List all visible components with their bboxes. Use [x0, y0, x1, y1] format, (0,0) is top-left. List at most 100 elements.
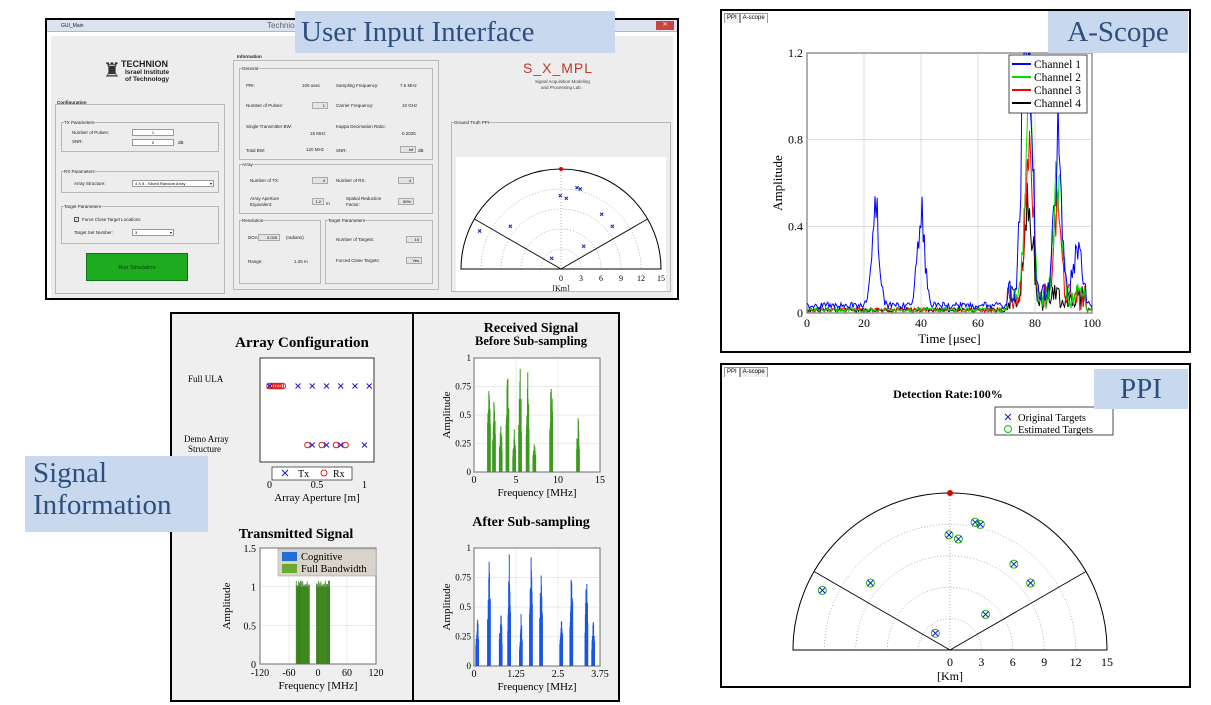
ntx-label: Number of TX: [250, 178, 280, 183]
ppi-estimated-target [944, 530, 954, 540]
gt-tick-label: 12 [637, 274, 645, 283]
tx-x-tick: 60 [342, 668, 352, 679]
ppi-tab-ascope[interactable]: A-scope [739, 367, 768, 377]
ppi-chart: Detection Rate:100% 0 3 6 9 12 15 [Km] Original … [784, 387, 1114, 683]
ppi-original-target [931, 629, 939, 637]
ascope-tabbar: PPI A-scope [724, 13, 768, 23]
ascope-tab-ascope[interactable]: A-scope [739, 13, 768, 23]
ppi-tabbar: PPI A-scope [724, 367, 768, 377]
callout-ppi: PPI [1094, 369, 1188, 409]
target-params-panel: Target Parameters ✓ Force Close Target L… [61, 204, 219, 244]
received-y-tick: 0.25 [455, 439, 471, 449]
force-close-checkbox[interactable]: ✓ [74, 217, 79, 222]
ascope-tab-ppi[interactable]: PPI [724, 13, 740, 23]
resolution-panel: Resolution DOA: 0.025 (radians) Range: 1… [239, 218, 321, 284]
lab-logo-sub2: and Processing Lab [541, 85, 581, 90]
callout-user-input-interface: User Input Interface [295, 11, 615, 53]
tx-y-tick: 1.5 [244, 544, 257, 555]
ppi-tab-ppi[interactable]: PPI [724, 367, 740, 377]
info-snr-value: inf [400, 146, 416, 153]
general-panel: General PRI: 100 usec Sampling Frequency… [239, 66, 433, 160]
received-x-tick: 0 [472, 475, 477, 486]
tx-legend-cognitive-swatch [282, 552, 297, 561]
array-tx-marker [352, 383, 358, 389]
num-pulses-input[interactable]: 1 [132, 129, 174, 136]
force-close-label: Force Close Target Locations [82, 217, 141, 222]
snr-input[interactable]: 0 [132, 139, 174, 146]
gt-original-target [610, 224, 615, 229]
aperture-unit: m [326, 201, 330, 206]
after-x-tick: 0 [472, 669, 477, 680]
array-rx-marker [275, 382, 283, 390]
ascope-window: PPI A-scope 0 0.4 0.8 1.2 0 20 40 60 80 100 Time [… [720, 9, 1191, 353]
received-ylabel: Amplitude [441, 391, 453, 438]
window-title: GUI_Main [61, 23, 84, 29]
received-y-tick: 1 [467, 353, 472, 363]
array-x-tick: 0.5 [311, 480, 324, 491]
ppi-estimated-target [981, 609, 991, 619]
range-label: Range: [248, 259, 263, 264]
gt-tick-label: 0 [559, 274, 563, 283]
ppi-original-target [971, 518, 979, 526]
logo-sub2: of Technology [125, 76, 169, 83]
nrx-value: 4 [398, 177, 414, 184]
array-tx-marker [337, 442, 344, 448]
ascope-chart: 0 0.4 0.8 1.2 0 20 40 60 80 100 Time [μsec] Amplitu… [770, 46, 1101, 346]
tx-legend-full-swatch [282, 564, 297, 573]
ppi-original-target [1010, 560, 1018, 568]
target-set-select[interactable]: 3 ▾ [132, 229, 174, 236]
ppi-estimated-target [1009, 559, 1019, 569]
ppi-legend-estimated: Estimated Targets [1018, 425, 1093, 436]
fs-label: Sampling Frequency: [336, 83, 379, 88]
stbw-value: 15 MHz [310, 131, 326, 136]
technion-emblem-icon: ♜ [103, 60, 121, 82]
received-x-tick: 15 [595, 475, 605, 486]
info-target-title: Target Parameters [328, 218, 366, 223]
array-tx-marker [323, 442, 330, 448]
ascope-legend-label: Channel 3 [1034, 85, 1081, 97]
ascope-y-tick: 1.2 [788, 46, 803, 60]
gt-outer-arc [460, 168, 662, 270]
gt-range-ring [500, 208, 622, 270]
transmitted-signal-chart: Transmitted Signal 0 0.5 1 1.5 -120 -60 0 60 120 F… [221, 527, 384, 692]
ntx-value: 4 [312, 177, 328, 184]
gt-original-target [564, 196, 569, 201]
tx-legend-cognitive: Cognitive [301, 552, 343, 563]
ascope-ylabel: Amplitude [770, 155, 785, 211]
array-tx-marker [295, 383, 301, 389]
ascope-x-tick: 100 [1083, 316, 1101, 330]
run-simulation-button[interactable]: Run Simulation [86, 253, 188, 281]
callout-signal-line1: Signal [33, 457, 108, 489]
ppi-tick-label: 3 [978, 655, 984, 669]
ppi-original-target [1027, 579, 1034, 587]
callout-ascope: A-Scope [1048, 11, 1188, 53]
gt-xlabel: [Km] [552, 284, 570, 291]
after-y-tick: 0.75 [455, 573, 471, 583]
ppi-window: PPI A-scope Detection Rate:100% 0 3 6 9 12 15 [… [720, 363, 1191, 688]
callout-signal-information: Signal Information [25, 456, 208, 532]
array-structure-select[interactable]: 4 X 8 - Sliced Random Array ▾ [132, 180, 214, 187]
gt-original-target [477, 229, 482, 233]
array-row-demo-line2: Structure [188, 444, 221, 454]
received-x-tick: 5 [514, 475, 519, 486]
array-structure-value: 4 X 8 - Sliced Random Array [135, 181, 186, 186]
array-tx-marker [361, 442, 368, 448]
window-close-icon[interactable]: ✕ [656, 21, 674, 30]
gt-original-target [549, 256, 554, 261]
spatial-value: 50% [398, 198, 414, 205]
num-pulses-label: Number of Pulses: [72, 130, 110, 135]
after-title-0: After Sub-sampling [472, 515, 590, 530]
gt-original-target [599, 212, 604, 217]
target-params-title: Target Parameters [64, 204, 102, 209]
fs-value: 7.5 MHz [400, 83, 417, 88]
after-xlabel: Frequency [MHz] [497, 681, 576, 693]
array-rx-marker [318, 441, 326, 449]
received-title-1: Before Sub-sampling [475, 334, 588, 348]
tx-ylabel: Amplitude [221, 582, 233, 629]
forced-label: Forced Close Targets: [336, 258, 380, 263]
ascope-x-tick: 80 [1029, 316, 1041, 330]
tx-x-tick: -120 [251, 668, 269, 679]
spatial-label-line2: Factor: [346, 202, 361, 207]
after-y-tick: 1 [467, 543, 472, 553]
after-y-tick: 0.25 [455, 632, 471, 642]
